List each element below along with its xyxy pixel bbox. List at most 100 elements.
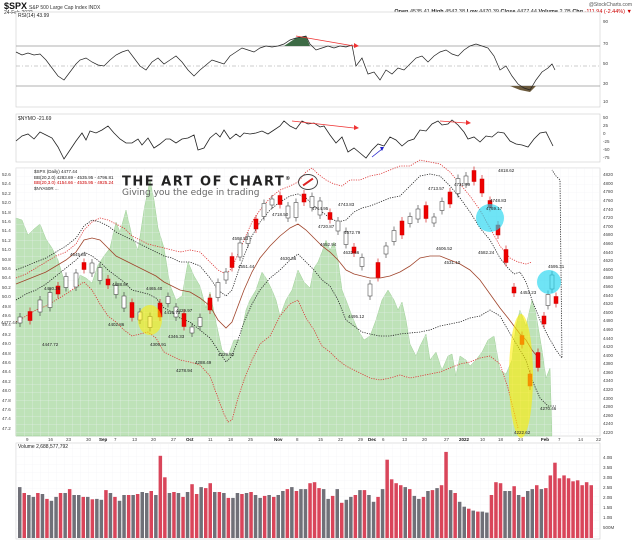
volume-bar xyxy=(226,497,231,538)
x-axis-label: 9 xyxy=(26,437,29,442)
price-tick: 4340 xyxy=(603,378,614,384)
x-axis-label: 6 xyxy=(382,437,385,442)
volume-bar xyxy=(86,496,90,538)
candle xyxy=(73,272,79,288)
volume-bar xyxy=(494,482,498,538)
volume-bar xyxy=(145,493,149,538)
price-tick: 4400 xyxy=(603,352,614,358)
volume-bar xyxy=(126,495,131,538)
candle xyxy=(431,216,437,224)
candle xyxy=(197,317,203,327)
candle xyxy=(245,236,251,244)
price-annotation: 4465.40 xyxy=(146,286,163,291)
candle xyxy=(237,242,243,258)
nya50r-tick: 47.6 xyxy=(2,407,11,412)
nya50r-tick: 52.6 xyxy=(2,172,11,177)
volume-bar xyxy=(31,496,36,538)
volume-bar xyxy=(262,495,267,538)
volume-bar xyxy=(340,502,344,538)
candle xyxy=(27,311,33,321)
candle xyxy=(503,249,509,263)
x-axis-label: 10 xyxy=(480,437,486,442)
nya50r-tick: 47.8 xyxy=(2,397,11,403)
volume-bar xyxy=(526,491,530,538)
volume-bar xyxy=(122,495,126,538)
nymo-tick: 25 xyxy=(603,123,609,128)
candle xyxy=(553,296,559,304)
candle xyxy=(181,313,187,327)
volume-bar xyxy=(544,488,548,538)
volume-bar xyxy=(562,475,566,538)
volume-bar xyxy=(408,489,412,538)
x-axis-label: 14 xyxy=(578,437,584,442)
nya50r-tick: 50.8 xyxy=(2,256,11,262)
logo-title: THE ART OF CHART xyxy=(122,174,286,190)
volume-bar xyxy=(131,495,135,538)
price-tick: 4300 xyxy=(603,395,614,401)
candle xyxy=(189,326,195,334)
candle xyxy=(391,230,397,242)
volume-bar xyxy=(117,500,122,538)
volume-bar xyxy=(349,496,353,538)
volume-bar xyxy=(453,493,457,538)
volume-bar xyxy=(67,489,72,538)
x-axis-label: 15 xyxy=(318,437,324,442)
candle xyxy=(63,276,69,288)
candle xyxy=(383,245,389,255)
nymo-tick: -75 xyxy=(603,155,610,160)
x-axis-label: 23 xyxy=(66,437,72,442)
volume-bar xyxy=(149,491,153,538)
candle xyxy=(535,352,541,368)
price-annotation: 4270.46 xyxy=(540,406,557,411)
candle xyxy=(121,295,127,309)
volume-bar xyxy=(172,492,176,538)
rsi-tick: 90 xyxy=(603,19,609,24)
volume-tick: 3.5B xyxy=(603,465,613,470)
nya50r-tick: 52.4 xyxy=(2,181,11,187)
volume-bar xyxy=(213,492,217,538)
volume-bar xyxy=(471,510,475,538)
volume-bar xyxy=(430,490,435,538)
price-annotation: 4672.79 xyxy=(344,230,361,235)
price-tick: 4800 xyxy=(603,180,614,186)
x-axis-label: 18 xyxy=(498,437,504,442)
volume-bar xyxy=(380,489,385,538)
price-tick: 4440 xyxy=(603,335,614,341)
candle xyxy=(173,306,179,318)
price-tick: 4740 xyxy=(603,206,614,212)
rsi-panel xyxy=(15,11,601,108)
chg-value: -111.94 (-2.44%) xyxy=(584,9,626,15)
price-annotation: 4714.95 xyxy=(312,206,329,211)
price-annotation: 4743.83 xyxy=(338,202,355,207)
candle xyxy=(375,262,381,278)
candle xyxy=(113,285,119,295)
volume-bar xyxy=(154,495,158,538)
price-annotation: 4748.83 xyxy=(490,198,507,203)
volume-bar xyxy=(253,495,258,538)
price-tick: 4780 xyxy=(603,189,614,195)
price-annotation: 4652.94 xyxy=(320,242,337,247)
volume-bar xyxy=(258,497,262,538)
volume-bar xyxy=(385,459,389,538)
volume-bar xyxy=(566,478,571,538)
candle xyxy=(415,208,421,220)
volume-bar xyxy=(589,485,593,538)
nya50r-tick: 48.4 xyxy=(2,369,11,375)
candle xyxy=(335,220,341,232)
rsi-tick: 10 xyxy=(603,99,609,104)
chart-symbol: $SPX S&P 500 Large Cap Index INDX xyxy=(4,1,100,11)
volume-tick: 3.0B xyxy=(603,475,613,480)
volume-bar xyxy=(217,492,222,538)
volume-bar xyxy=(95,498,99,538)
volume-bar xyxy=(399,485,403,538)
price-annotation: 4480.26 xyxy=(44,286,61,291)
logo-reg: ® xyxy=(285,176,292,183)
volume-bar xyxy=(63,493,67,538)
price-tick: 4220 xyxy=(603,430,614,435)
candle xyxy=(47,292,53,308)
trend-chart-icon xyxy=(297,174,318,190)
volume-bar xyxy=(294,491,299,538)
candle xyxy=(37,299,43,313)
candle xyxy=(317,200,323,216)
volume-bar xyxy=(358,490,362,538)
